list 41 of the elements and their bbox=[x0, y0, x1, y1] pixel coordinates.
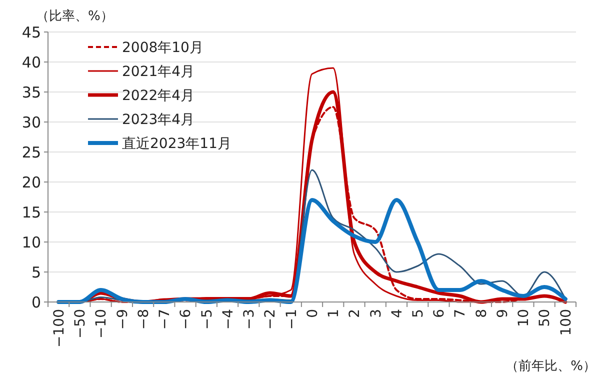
x-tick-label: −7 bbox=[157, 309, 174, 330]
y-axis-title: （比率、%） bbox=[36, 8, 114, 24]
x-tick-label: −4 bbox=[220, 308, 236, 330]
legend-label: 2023年4月 bbox=[122, 112, 195, 128]
legend-label: 2021年4月 bbox=[122, 64, 195, 80]
x-tick-label: −10 bbox=[94, 309, 110, 339]
x-tick-label: 0 bbox=[304, 309, 321, 318]
x-tick-label: 6 bbox=[432, 308, 448, 318]
x-tick-label: 7 bbox=[452, 309, 469, 318]
y-tick-label: 10 bbox=[22, 233, 41, 252]
y-tick-label: 30 bbox=[22, 113, 41, 132]
x-tick-label: −100 bbox=[51, 309, 68, 348]
x-tick-label: 5 bbox=[410, 309, 426, 318]
x-tick-label: 50 bbox=[537, 309, 554, 327]
x-tick-label: −8 bbox=[136, 309, 152, 330]
x-tick-label: −9 bbox=[114, 309, 131, 330]
x-tick-label: −6 bbox=[178, 308, 194, 330]
y-tick-label: 5 bbox=[31, 263, 41, 282]
y-tick-label: 40 bbox=[22, 53, 41, 72]
x-tick-label: −5 bbox=[199, 309, 216, 330]
x-tick-label: −50 bbox=[72, 309, 89, 339]
y-tick-label: 35 bbox=[22, 83, 41, 102]
x-tick-label: 3 bbox=[368, 309, 384, 318]
x-tick-label: 1 bbox=[326, 309, 342, 318]
y-tick-label: 45 bbox=[22, 23, 41, 42]
x-tick-label: 2 bbox=[347, 309, 364, 318]
legend-label: 直近2023年11月 bbox=[122, 136, 232, 152]
x-tick-label: 9 bbox=[494, 309, 511, 318]
x-tick-label: 8 bbox=[474, 309, 490, 318]
y-tick-label: 25 bbox=[22, 143, 41, 162]
x-tick-label: −3 bbox=[242, 309, 258, 330]
x-tick-label: 4 bbox=[389, 308, 406, 318]
x-tick-label: −1 bbox=[284, 309, 300, 330]
x-axis-title: （前年比、%） bbox=[506, 359, 596, 374]
x-tick-label: −2 bbox=[262, 309, 279, 330]
legend-label: 2022年4月 bbox=[122, 88, 195, 104]
y-tick-label: 20 bbox=[22, 173, 41, 192]
x-tick-label: 100 bbox=[558, 309, 574, 336]
y-tick-label: 15 bbox=[22, 203, 41, 222]
x-tick-label: 10 bbox=[516, 309, 532, 327]
legend-label: 2008年10月 bbox=[122, 40, 204, 56]
